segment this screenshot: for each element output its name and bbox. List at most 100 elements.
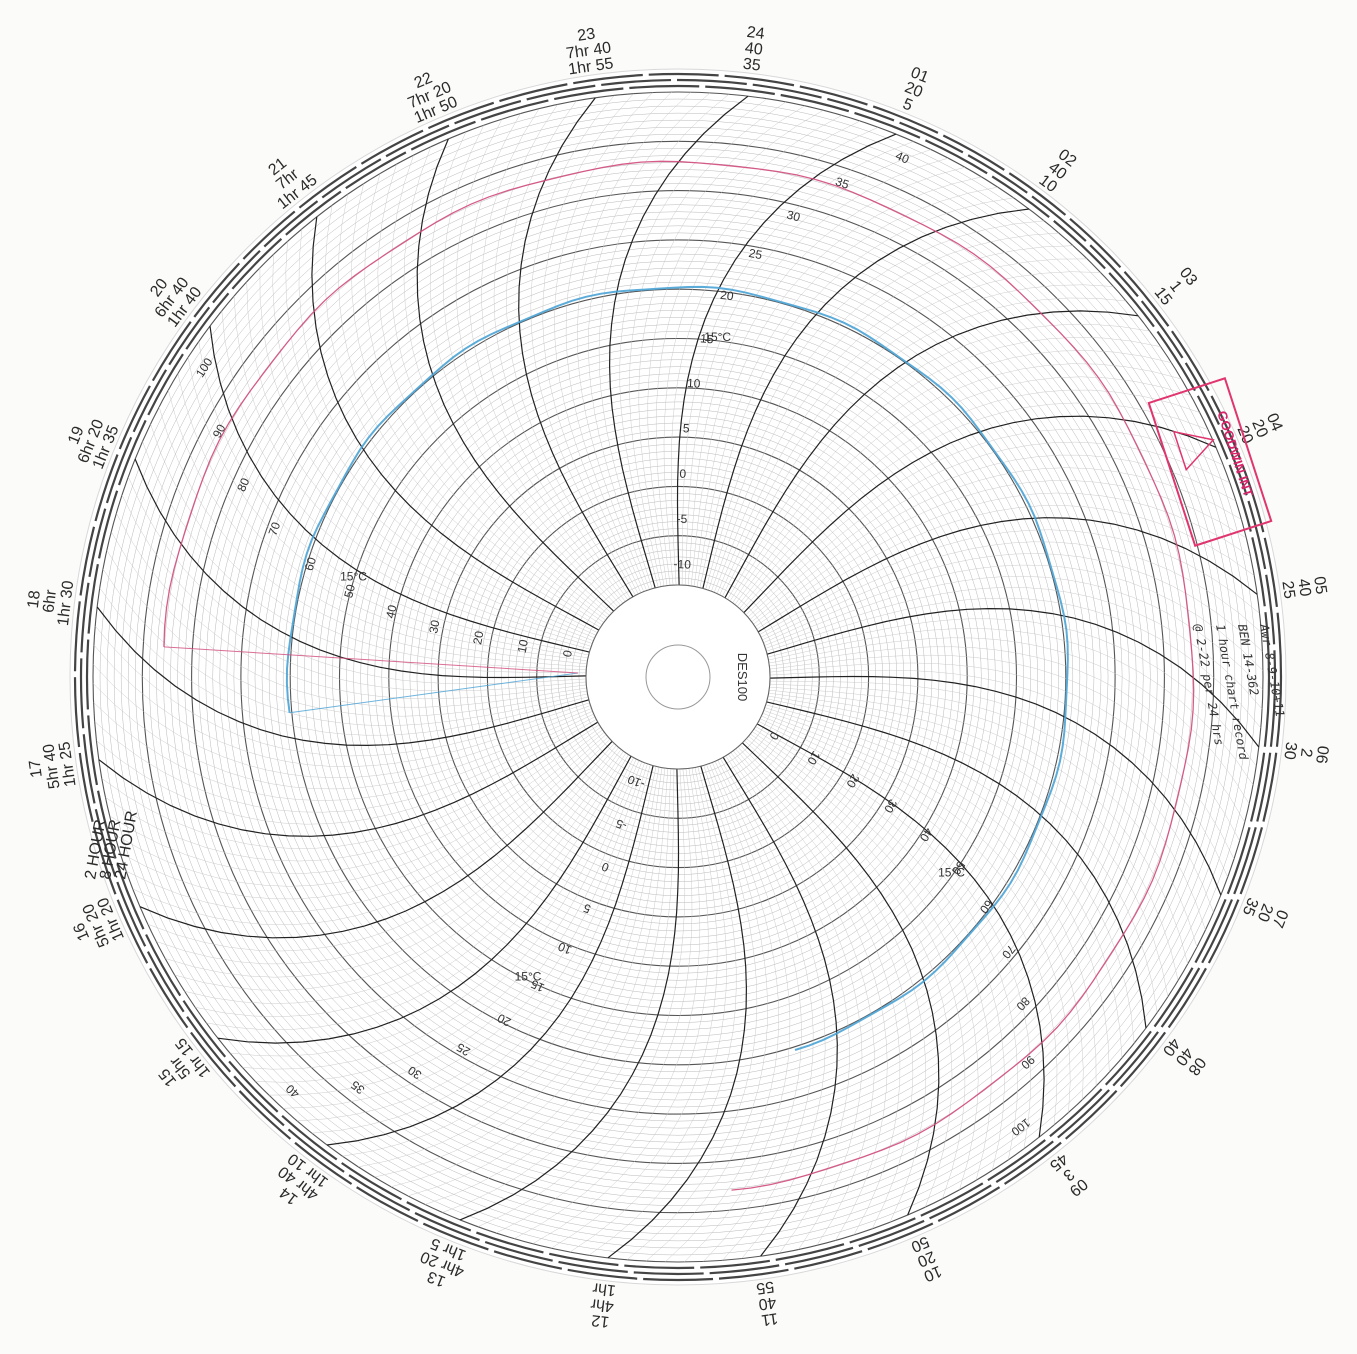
stamp-border [1147,377,1273,547]
trace-lead-in [289,672,579,714]
scale-tick-label: 15 [700,331,715,346]
grid-ring [141,140,1215,1214]
time-line-major [676,133,897,586]
trace-line [285,285,1069,1051]
time-line-minor [272,254,595,639]
scale-tick-label: 70 [266,520,284,538]
time-line-minor [647,110,824,586]
time-line-minor [174,749,622,991]
time-label: 40 [1294,578,1313,598]
time-label: 35 [742,56,762,75]
trace-lead-in [163,646,579,674]
time-line-major [766,607,1260,748]
time-line-minor [741,402,1209,611]
time-line-minor [187,357,589,659]
time-line-minor [732,750,888,1241]
time-line-minor [297,763,648,1122]
time-line-major [766,701,1147,1029]
time-line-minor [765,587,1263,710]
time-line-minor [722,297,1127,597]
grid-ring [113,112,1243,1242]
time-line-minor [116,513,587,700]
time-line-minor [687,157,949,586]
scale-tick-label: 30 [785,208,802,225]
grid-ring [177,176,1179,1178]
time-line-minor [713,258,1088,593]
scale-tick-label: 10 [556,939,574,957]
time-line-minor [358,766,660,1168]
grid-ring [346,345,1010,1009]
scale-tick-label: -5 [614,816,629,833]
time-line-minor [739,744,927,1223]
time-label: 5hr 40 [40,743,63,790]
grid-ring [205,204,1151,1150]
time-line-minor [377,164,608,618]
time-line-minor [762,553,1263,652]
grid-ring [416,415,940,939]
time-line-minor [338,194,603,626]
time-line-minor [96,719,597,825]
scale-tick-label: 20 [495,1011,514,1030]
scale-tick-label: 0 [599,859,611,875]
time-line-major [769,675,1222,896]
time-line-major [326,765,654,1146]
time-line-minor [147,743,615,952]
scale-tick-label: 80 [234,476,252,494]
time-line-minor [767,698,1158,1013]
scale-tick-label: 40 [383,603,400,619]
grid-ring [381,380,975,974]
time-line-minor [165,747,619,978]
time-label: 17 [27,759,46,779]
time-line-minor [638,105,805,587]
time-line-minor [769,654,1240,841]
time-line-minor [111,531,587,708]
grid-ring [92,91,1264,1263]
time-line-minor [655,115,842,586]
time-line-minor [565,91,672,592]
time-line-minor [769,646,1245,823]
grid-ring [268,267,1088,1087]
grid-ring [120,119,1236,1235]
grid-ring [578,577,778,777]
time-line-minor [759,529,1260,635]
time-line-minor [764,576,1264,690]
rim-arc [73,72,1283,1282]
time-line-minor [481,108,626,602]
time-label: 1hr 55 [567,55,614,78]
time-line-minor [94,716,596,813]
time-line-minor [767,618,1257,767]
time-line-minor [468,113,624,604]
time-label: 18 [25,589,44,609]
time-line-minor [514,768,701,1239]
time-line-minor [342,766,657,1157]
time-line-minor [442,768,675,1213]
time-label: 20 [902,79,925,101]
grid-ring [353,352,1003,1002]
chart-traces [163,160,1195,1191]
grid-ring [184,183,1172,1171]
scale-tick-label: -5 [676,512,687,526]
time-line-minor [374,767,663,1178]
time-line-minor [737,376,1191,607]
temp-unit-label: 15°C [938,865,965,879]
grid-ring [318,317,1038,1037]
time-line-major [702,208,1030,589]
time-line-minor [246,281,593,644]
hub-disc [585,584,771,770]
time-line-minor [769,680,1214,913]
scale-tick-label: 25 [748,246,764,262]
time-line-minor [142,441,587,674]
time-line-major [757,517,1258,633]
grid-ring [311,310,1045,1044]
time-line-minor [684,149,932,586]
time-line-major [518,97,634,598]
time-line-minor [105,727,602,862]
time-line-major [98,721,599,837]
time-line-major [209,325,590,653]
time-line-minor [756,505,1255,630]
grid-ring [99,98,1257,1256]
grid-ring [254,253,1102,1101]
time-line-minor [769,689,1189,965]
scale-tick-label: -10 [625,772,647,792]
time-line-minor [551,767,718,1249]
